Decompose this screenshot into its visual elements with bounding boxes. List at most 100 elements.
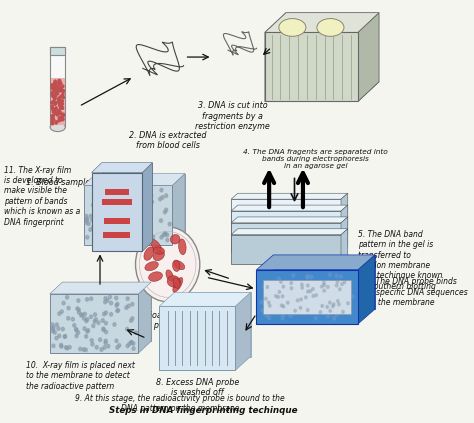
Circle shape [138, 231, 141, 234]
Circle shape [52, 121, 54, 123]
Circle shape [118, 239, 121, 243]
Circle shape [85, 218, 89, 222]
Circle shape [131, 212, 134, 216]
Circle shape [280, 304, 283, 307]
Text: 10.  X-ray film is placed next
to the membrane to detect
the radioactive pattern: 10. X-ray film is placed next to the mem… [27, 361, 136, 391]
Circle shape [110, 222, 114, 226]
Circle shape [351, 295, 354, 299]
Circle shape [59, 80, 61, 82]
Circle shape [55, 112, 58, 115]
Circle shape [261, 309, 264, 312]
Circle shape [101, 198, 104, 201]
Circle shape [343, 281, 346, 285]
Circle shape [55, 323, 58, 327]
Circle shape [289, 314, 292, 317]
Text: 5. The DNA band
pattern in the gel is
transferred to
a nylon membrane
by a techi: 5. The DNA band pattern in the gel is tr… [358, 230, 442, 291]
Circle shape [107, 215, 109, 219]
Polygon shape [265, 13, 379, 33]
Circle shape [58, 110, 60, 113]
Circle shape [291, 299, 294, 302]
Circle shape [62, 115, 64, 117]
Circle shape [264, 297, 267, 300]
Circle shape [90, 297, 93, 300]
Bar [103, 232, 130, 238]
Circle shape [119, 221, 123, 225]
Circle shape [116, 309, 119, 313]
Circle shape [321, 305, 323, 308]
Polygon shape [265, 33, 358, 102]
Circle shape [58, 103, 60, 105]
Polygon shape [159, 306, 235, 371]
Circle shape [104, 321, 108, 325]
Circle shape [58, 117, 60, 120]
Circle shape [292, 274, 295, 277]
Circle shape [295, 288, 298, 292]
Circle shape [277, 277, 280, 281]
Circle shape [84, 348, 87, 352]
Circle shape [328, 301, 331, 304]
Text: Steps in DNA fingerprinting techinque: Steps in DNA fingerprinting techinque [109, 406, 297, 415]
Circle shape [150, 194, 153, 197]
Circle shape [54, 95, 56, 98]
Circle shape [59, 107, 62, 110]
Circle shape [162, 233, 165, 237]
Circle shape [86, 236, 89, 239]
Circle shape [127, 304, 130, 308]
Circle shape [61, 100, 64, 102]
Circle shape [55, 82, 57, 84]
Circle shape [264, 284, 267, 287]
Circle shape [306, 275, 309, 278]
Circle shape [52, 88, 54, 90]
Circle shape [342, 310, 344, 313]
Circle shape [300, 298, 302, 301]
Circle shape [338, 300, 341, 303]
Circle shape [338, 288, 341, 291]
Circle shape [117, 309, 119, 312]
Circle shape [266, 287, 269, 291]
Polygon shape [91, 163, 153, 173]
Circle shape [55, 102, 56, 104]
Circle shape [51, 107, 53, 110]
Circle shape [65, 346, 69, 350]
Polygon shape [341, 229, 348, 264]
Circle shape [54, 86, 56, 88]
Circle shape [116, 208, 119, 212]
Circle shape [161, 195, 164, 199]
Circle shape [92, 324, 95, 328]
Circle shape [75, 334, 78, 338]
Circle shape [160, 236, 163, 239]
Circle shape [77, 299, 80, 302]
Polygon shape [231, 205, 348, 211]
Circle shape [309, 286, 311, 289]
Circle shape [64, 346, 67, 349]
Circle shape [268, 316, 271, 320]
Circle shape [343, 281, 346, 284]
Circle shape [309, 290, 312, 293]
Polygon shape [231, 223, 341, 253]
Circle shape [292, 311, 295, 315]
Circle shape [265, 302, 268, 306]
Text: 7. The DNA probe binds
to specific DNA sequences
on the membrane: 7. The DNA probe binds to specific DNA s… [366, 277, 468, 307]
Circle shape [123, 206, 127, 210]
Circle shape [65, 296, 69, 299]
Circle shape [58, 101, 60, 103]
Circle shape [274, 294, 277, 297]
Circle shape [55, 93, 56, 96]
Circle shape [113, 205, 117, 209]
Circle shape [277, 296, 280, 299]
Circle shape [53, 87, 55, 90]
Circle shape [322, 310, 325, 314]
Circle shape [280, 280, 282, 283]
Polygon shape [358, 255, 375, 324]
Circle shape [136, 227, 200, 302]
Polygon shape [231, 217, 348, 223]
Circle shape [305, 296, 307, 299]
Circle shape [55, 107, 57, 109]
Circle shape [294, 309, 296, 312]
Circle shape [93, 235, 96, 238]
Polygon shape [173, 173, 185, 244]
Circle shape [104, 300, 107, 304]
Circle shape [345, 300, 347, 304]
Polygon shape [50, 282, 151, 294]
Circle shape [165, 233, 169, 236]
